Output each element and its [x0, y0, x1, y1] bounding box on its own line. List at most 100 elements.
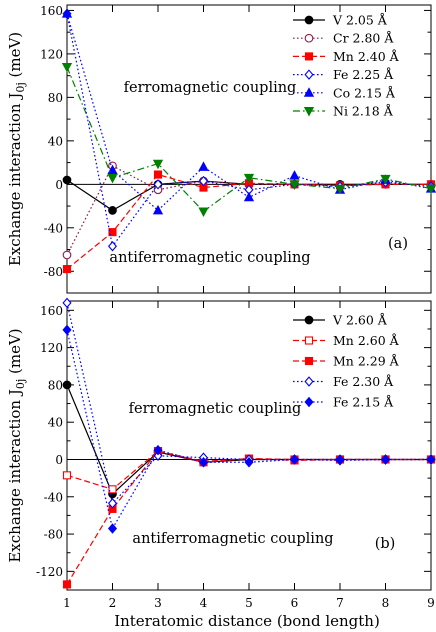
data-point	[198, 175, 209, 187]
data-point	[426, 454, 436, 465]
legend-entry: Mn 2.60 Å	[293, 333, 400, 348]
data-point	[198, 207, 209, 218]
x-tick-label: 4	[200, 596, 208, 610]
data-point	[334, 184, 346, 195]
x-tick-label: 1	[63, 596, 71, 610]
data-point	[62, 297, 72, 309]
legend-entry: Cr 2.80 Å	[293, 31, 394, 46]
y-tick-label: 0	[55, 453, 63, 467]
data-point	[107, 498, 118, 509]
panel-label: (a)	[388, 236, 408, 252]
legend-marker	[304, 336, 314, 345]
data-point	[61, 8, 73, 18]
data-point	[62, 265, 72, 274]
y-tick-label: 160	[40, 304, 63, 318]
data-point	[62, 580, 72, 589]
y-tick-label: 0	[55, 178, 63, 192]
y-tick-label: 120	[40, 341, 63, 355]
x-axis-label: Interatomic distance (bond length)	[114, 612, 380, 630]
data-point	[108, 228, 117, 237]
data-point	[198, 457, 209, 468]
legend-label: Fe 2.30 Å	[333, 374, 394, 389]
x-tick-label: 3	[154, 596, 162, 610]
coupling-annotation: ferromagnetic coupling	[124, 80, 297, 96]
x-tick-label: 7	[336, 596, 344, 610]
panel-a: -80 -40 0 40 80 120 160 Exchange interaction J0…	[6, 4, 436, 294]
data-point	[244, 457, 254, 468]
x-tick-label: 8	[382, 596, 390, 610]
legend-marker	[304, 356, 314, 366]
legend-entry: Mn 2.40 Å	[293, 49, 400, 64]
legend-entry: V 2.05 Å	[293, 13, 388, 28]
legend-label: Cr 2.80 Å	[333, 31, 394, 46]
coupling-annotation: antiferromagnetic coupling	[132, 531, 333, 547]
data-point	[62, 175, 72, 185]
data-point	[62, 324, 72, 336]
y-tick-label: -80	[44, 528, 63, 542]
data-point	[62, 471, 72, 480]
data-point	[198, 161, 209, 171]
data-point	[108, 206, 117, 215]
legend-marker	[304, 396, 314, 408]
coupling-annotation: antiferromagnetic coupling	[109, 250, 310, 266]
y-tick-label: 40	[48, 134, 63, 148]
series-5	[62, 324, 436, 534]
data-point	[153, 179, 163, 190]
series-6	[61, 62, 436, 218]
data-point	[243, 191, 255, 202]
legend-entry: Fe 2.25 Å	[293, 67, 394, 82]
data-point	[335, 455, 345, 466]
legend-label: Fe 2.25 Å	[333, 67, 394, 82]
data-point	[289, 170, 300, 180]
panel-label: (b)	[375, 536, 396, 552]
legend-label: Mn 2.60 Å	[333, 333, 400, 348]
y-tick-label: -40	[44, 221, 63, 235]
legend-marker	[304, 315, 314, 325]
data-point	[289, 180, 300, 190]
legend-label: Mn 2.29 Å	[333, 354, 400, 369]
y-tick-label: -40	[44, 490, 63, 504]
data-point	[380, 454, 391, 465]
legend-entry: Fe 2.30 Å	[293, 374, 394, 389]
x-tick-label: 5	[245, 596, 253, 610]
panel-b: -120 -80 -40 0 40 80 120 160 1 2 3 4 5 6 7 8 9 Exchange i…	[6, 297, 436, 610]
legend-label: V 2.05 Å	[332, 13, 388, 28]
legend-entry: Mn 2.29 Å	[293, 354, 400, 369]
legend-marker	[304, 52, 314, 61]
y-axis-label: Exchange interaction J0j (meV)	[6, 32, 27, 266]
series-line	[66, 329, 431, 531]
y-tick-label: -80	[44, 265, 63, 279]
y-axis-label: Exchange interaction J0j (meV)	[6, 328, 27, 562]
data-point	[107, 241, 118, 252]
legend-marker	[304, 15, 314, 25]
series-line	[66, 66, 432, 213]
data-point	[62, 250, 72, 260]
y-tick-label: 80	[48, 91, 63, 105]
y-tick-label: 80	[48, 378, 63, 392]
legend-marker	[304, 33, 314, 43]
data-point	[425, 184, 436, 195]
data-point	[61, 62, 73, 73]
y-tick-label: 120	[40, 47, 63, 61]
data-point	[153, 170, 163, 179]
legend-marker	[303, 87, 315, 97]
y-tick-label: 40	[48, 416, 63, 430]
legend-marker	[304, 376, 314, 387]
data-point	[62, 380, 72, 390]
data-point	[152, 159, 164, 170]
legend-marker	[304, 69, 314, 80]
data-point	[107, 523, 118, 534]
legend-entry: Ni 2.18 Å	[293, 104, 394, 119]
y-tick-label: 160	[40, 4, 63, 18]
data-point	[243, 173, 255, 184]
data-point	[108, 485, 117, 494]
data-point	[107, 173, 118, 184]
coupling-annotation: ferromagnetic coupling	[129, 401, 302, 417]
data-point	[152, 204, 164, 215]
legend-entry: V 2.60 Å	[293, 313, 388, 328]
legend-label: Ni 2.18 Å	[333, 104, 394, 119]
series-line	[66, 450, 431, 585]
data-point	[153, 444, 163, 456]
legend-label: Fe 2.15 Å	[333, 395, 394, 410]
